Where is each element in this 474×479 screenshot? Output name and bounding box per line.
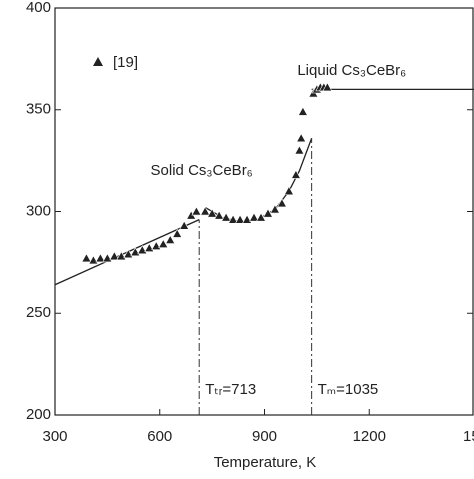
- y-tick-label: 200: [26, 406, 51, 423]
- data-point: [214, 210, 225, 220]
- fit-line: [204, 138, 313, 223]
- annotation: Liquid Cs₃CeBr₆: [297, 62, 406, 79]
- y-tick-label: 250: [26, 304, 51, 321]
- data-point: [151, 240, 162, 250]
- data-point: [283, 186, 294, 196]
- data-point: [88, 255, 99, 265]
- x-tick-label: 900: [252, 428, 277, 445]
- x-tick-label: 300: [42, 428, 67, 445]
- data-point: [102, 253, 113, 263]
- data-point: [228, 214, 239, 224]
- data-point: [290, 169, 301, 179]
- data-point: [144, 243, 155, 253]
- data-point: [221, 212, 232, 222]
- data-point: [207, 208, 218, 218]
- data-point: [235, 214, 246, 224]
- data-point: [95, 253, 106, 263]
- data-point: [322, 82, 333, 92]
- y-tick-label: 350: [26, 101, 51, 118]
- data-point: [165, 234, 176, 244]
- annotation: Solid Cs₃CeBr₆: [151, 162, 253, 179]
- data-point: [296, 133, 307, 143]
- y-tick-label: 300: [26, 202, 51, 219]
- data-point: [242, 214, 253, 224]
- data-point: [123, 249, 134, 259]
- transition-label: Tₘ=1035: [318, 381, 379, 398]
- transition-label: Tₜᵣ=713: [205, 381, 256, 398]
- data-point: [297, 106, 308, 116]
- data-point: [249, 212, 260, 222]
- legend-marker: [93, 57, 103, 66]
- x-tick-label: 600: [147, 428, 172, 445]
- data-point: [269, 204, 280, 214]
- x-tick-label: 15: [463, 428, 474, 445]
- data-point: [294, 145, 305, 155]
- legend-label: [19]: [113, 54, 138, 71]
- data-point: [276, 198, 287, 208]
- data-point: [81, 253, 92, 263]
- y-tick-label: 400: [26, 0, 51, 16]
- x-tick-label: 1200: [353, 428, 386, 445]
- data-point: [179, 220, 190, 230]
- data-point: [191, 206, 202, 216]
- data-point: [200, 206, 211, 216]
- data-point: [109, 251, 120, 261]
- data-point: [130, 247, 141, 257]
- data-point: [172, 228, 183, 238]
- x-axis-label: Temperature, K: [214, 454, 317, 471]
